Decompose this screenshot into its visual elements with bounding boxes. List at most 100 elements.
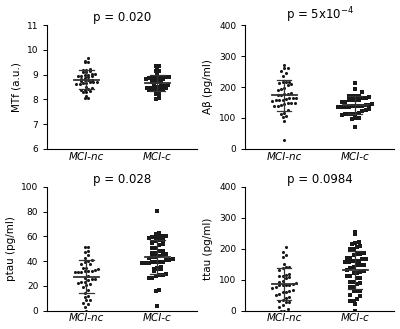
- Point: [159, 253, 166, 258]
- Point: [286, 282, 293, 288]
- Point: [85, 258, 91, 263]
- Point: [80, 301, 86, 306]
- Point: [156, 288, 162, 293]
- Point: [280, 266, 286, 271]
- Point: [82, 60, 88, 65]
- Point: [280, 297, 286, 302]
- Point: [350, 247, 357, 252]
- Point: [164, 83, 171, 88]
- Point: [152, 68, 159, 74]
- Point: [78, 261, 84, 266]
- Point: [278, 102, 284, 107]
- Point: [357, 251, 364, 256]
- Point: [369, 101, 376, 107]
- Point: [159, 237, 166, 242]
- Point: [280, 249, 286, 254]
- Point: [278, 68, 284, 73]
- Point: [283, 282, 289, 288]
- Point: [87, 282, 93, 287]
- Point: [170, 257, 176, 262]
- Point: [362, 96, 369, 101]
- Point: [149, 250, 156, 256]
- Point: [362, 256, 369, 261]
- Point: [345, 104, 352, 110]
- Point: [149, 76, 156, 81]
- Point: [359, 257, 366, 262]
- Point: [283, 96, 289, 101]
- Point: [139, 261, 145, 266]
- Point: [82, 75, 88, 80]
- Point: [283, 296, 289, 301]
- Point: [281, 137, 288, 142]
- Point: [82, 291, 88, 296]
- Point: [281, 66, 288, 71]
- Point: [357, 280, 364, 286]
- Point: [151, 85, 157, 90]
- Point: [362, 107, 369, 113]
- Point: [354, 270, 360, 275]
- Point: [347, 298, 354, 304]
- Point: [152, 273, 159, 279]
- Point: [288, 100, 294, 106]
- Point: [354, 296, 360, 301]
- Point: [87, 68, 93, 73]
- Point: [280, 282, 286, 288]
- Point: [73, 81, 80, 87]
- Point: [85, 277, 91, 282]
- Point: [152, 259, 159, 265]
- Point: [347, 279, 354, 285]
- Point: [94, 80, 100, 85]
- Point: [280, 290, 286, 295]
- Point: [151, 266, 157, 271]
- Point: [156, 79, 162, 84]
- Point: [356, 93, 362, 98]
- Point: [276, 283, 282, 288]
- Point: [283, 70, 289, 75]
- Point: [159, 241, 166, 247]
- Point: [159, 75, 166, 80]
- Point: [274, 87, 281, 92]
- Point: [159, 233, 166, 239]
- Point: [83, 85, 90, 90]
- Point: [357, 275, 364, 281]
- Point: [85, 74, 91, 80]
- Point: [152, 89, 159, 95]
- Point: [284, 306, 291, 311]
- Point: [156, 249, 162, 254]
- Point: [156, 87, 162, 92]
- Point: [352, 86, 358, 91]
- Point: [75, 269, 81, 274]
- Point: [156, 92, 162, 97]
- Point: [283, 244, 289, 250]
- Point: [357, 288, 364, 293]
- Point: [90, 80, 96, 85]
- Point: [356, 103, 362, 108]
- Point: [78, 76, 84, 82]
- Point: [278, 308, 284, 313]
- Point: [159, 259, 166, 264]
- Point: [156, 253, 162, 258]
- Point: [288, 81, 294, 87]
- Point: [80, 81, 86, 86]
- Point: [349, 112, 355, 117]
- Point: [366, 107, 372, 112]
- Point: [156, 237, 162, 242]
- Point: [146, 235, 152, 240]
- Point: [159, 272, 166, 277]
- Point: [288, 90, 294, 96]
- Point: [87, 80, 93, 85]
- Point: [342, 260, 348, 265]
- Point: [80, 90, 86, 95]
- Point: [85, 248, 91, 254]
- Point: [281, 63, 288, 68]
- Point: [342, 112, 348, 117]
- Point: [281, 110, 288, 115]
- Point: [352, 232, 358, 237]
- Point: [350, 284, 357, 289]
- Title: p = 0.020: p = 0.020: [93, 11, 151, 24]
- Point: [276, 279, 282, 284]
- Point: [146, 260, 152, 266]
- Point: [344, 274, 350, 279]
- Point: [85, 301, 91, 307]
- Point: [166, 74, 172, 79]
